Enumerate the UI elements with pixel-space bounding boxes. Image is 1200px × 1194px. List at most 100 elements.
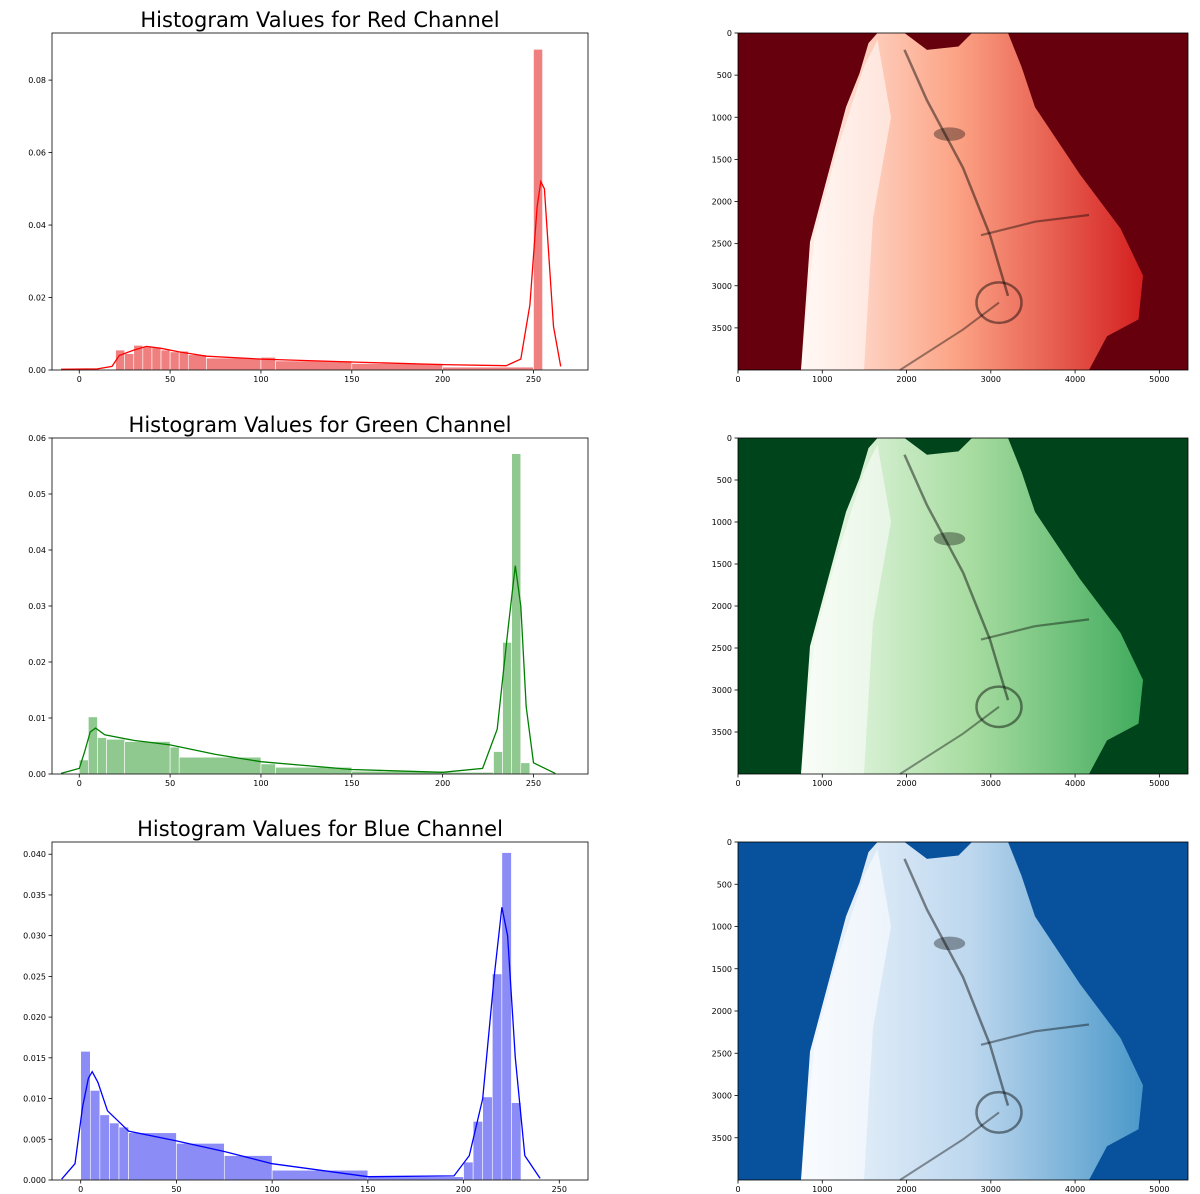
histogram-red: Histogram Values for Red Channel 0 50 100 15… xyxy=(28,8,589,384)
bit-ring xyxy=(975,281,1023,325)
histogram-bar xyxy=(520,762,531,775)
plot-frame xyxy=(51,841,589,1181)
x-tick-label: 250 xyxy=(552,1185,567,1194)
histogram-bar xyxy=(533,49,543,371)
y-tick-label: 0.025 xyxy=(23,972,46,981)
y-tick-label: 3000 xyxy=(712,282,732,291)
x-tick-label: 200 xyxy=(435,375,450,384)
horse-eye xyxy=(933,936,966,951)
histogram-bar xyxy=(472,1121,484,1181)
y-tick-label: 0.030 xyxy=(23,932,46,941)
histogram-bar xyxy=(463,1161,474,1181)
y-tick-label: 0.040 xyxy=(23,850,46,859)
kde-curve xyxy=(61,907,541,1180)
x-tick-label: 100 xyxy=(253,779,268,788)
x-tick-label: 5000 xyxy=(1149,375,1169,384)
channel-image-blue: 0 1000 2000 3000 4000 5000 0 500 1000 1500 2000 250… xyxy=(712,838,1189,1194)
histogram-bar xyxy=(176,1143,225,1181)
histogram-bar xyxy=(491,973,503,1181)
y-tick-label: 0.08 xyxy=(28,76,46,85)
kde-curve xyxy=(61,179,562,370)
x-tick-label: 4000 xyxy=(1065,779,1085,788)
y-tick-label: 3500 xyxy=(712,324,732,333)
x-tick-label: 50 xyxy=(165,375,175,384)
histogram-bar xyxy=(187,354,207,371)
reins xyxy=(899,301,1000,371)
histogram-bar xyxy=(124,353,135,371)
y-tick-label: 2000 xyxy=(712,1007,732,1016)
y-tick-label: 1000 xyxy=(712,113,732,122)
horse-mane xyxy=(801,848,891,1180)
chart-title: Histogram Values for Red Channel xyxy=(140,8,499,32)
x-tick-label: 0 xyxy=(77,375,82,384)
histogram-bar xyxy=(169,351,180,371)
y-tick-label: 0.04 xyxy=(28,546,46,555)
chart-title: Histogram Values for Blue Channel xyxy=(137,817,503,841)
x-tick-label: 200 xyxy=(435,779,450,788)
x-tick-label: 1000 xyxy=(812,779,832,788)
bit-ring xyxy=(975,1090,1023,1134)
reins xyxy=(899,1111,1000,1181)
x-tick-label: 150 xyxy=(344,779,359,788)
histogram-blue: Histogram Values for Blue Channel 0 50 100 1… xyxy=(23,817,589,1194)
bridle-noseband xyxy=(980,213,1090,237)
y-tick-label: 0.00 xyxy=(28,770,46,779)
histogram-bar xyxy=(511,1102,522,1181)
chart-title: Histogram Values for Green Channel xyxy=(129,413,512,437)
y-tick-label: 500 xyxy=(717,71,732,80)
x-tick-label: 5000 xyxy=(1149,1185,1169,1194)
y-tick-label: 2500 xyxy=(712,644,732,653)
y-tick-label: 0.000 xyxy=(23,1176,46,1185)
histogram-bar xyxy=(511,453,522,775)
histogram-bar xyxy=(106,738,125,775)
y-tick-label: 1500 xyxy=(712,965,732,974)
y-tick-label: 1000 xyxy=(712,923,732,932)
horse-eye xyxy=(933,532,966,546)
horse-mane xyxy=(801,444,891,774)
y-tick-label: 0.05 xyxy=(28,490,46,499)
histogram-bar xyxy=(367,1176,464,1181)
histogram-bar xyxy=(151,347,162,371)
y-tick-label: 0.01 xyxy=(28,714,46,723)
x-tick-label: 3000 xyxy=(981,375,1001,384)
x-tick-label: 0 xyxy=(77,779,82,788)
bridle-noseband xyxy=(980,1023,1090,1046)
histogram-bar xyxy=(80,1051,91,1181)
y-tick-label: 3500 xyxy=(712,728,732,737)
y-tick-label: 0.005 xyxy=(23,1135,46,1144)
x-tick-label: 200 xyxy=(456,1185,471,1194)
y-tick-label: 0.06 xyxy=(28,149,46,158)
x-tick-label: 5000 xyxy=(1149,779,1169,788)
y-tick-label: 0 xyxy=(727,29,732,38)
histogram-bar xyxy=(128,1132,177,1181)
histogram-bar xyxy=(482,1096,493,1181)
histogram-bar xyxy=(160,349,171,371)
histogram-bar xyxy=(493,751,503,775)
y-tick-label: 0.010 xyxy=(23,1095,46,1104)
histogram-bar xyxy=(442,366,534,371)
y-tick-label: 0.015 xyxy=(23,1054,46,1063)
y-tick-label: 2500 xyxy=(712,1049,732,1058)
y-tick-label: 2500 xyxy=(712,240,732,249)
x-tick-label: 3000 xyxy=(981,1185,1001,1194)
y-tick-label: 1000 xyxy=(712,518,732,527)
x-tick-label: 250 xyxy=(526,375,541,384)
x-tick-label: 250 xyxy=(526,779,541,788)
histogram-bar xyxy=(260,763,276,775)
x-tick-label: 150 xyxy=(344,375,359,384)
histogram-bar xyxy=(206,357,262,371)
y-tick-label: 0 xyxy=(727,838,732,847)
histogram-bar xyxy=(275,360,353,371)
kde-curve xyxy=(60,565,556,775)
histogram-bar xyxy=(501,852,512,1181)
histogram-bar xyxy=(118,1126,129,1181)
y-tick-label: 1500 xyxy=(712,560,732,569)
x-tick-label: 4000 xyxy=(1065,1185,1085,1194)
plot-frame xyxy=(51,32,589,371)
x-tick-label: 2000 xyxy=(896,779,916,788)
x-tick-label: 2000 xyxy=(896,1185,916,1194)
y-tick-label: 0.02 xyxy=(28,294,46,303)
y-tick-label: 0.06 xyxy=(28,434,46,443)
histogram-bar xyxy=(223,1155,273,1181)
x-tick-label: 150 xyxy=(360,1185,375,1194)
